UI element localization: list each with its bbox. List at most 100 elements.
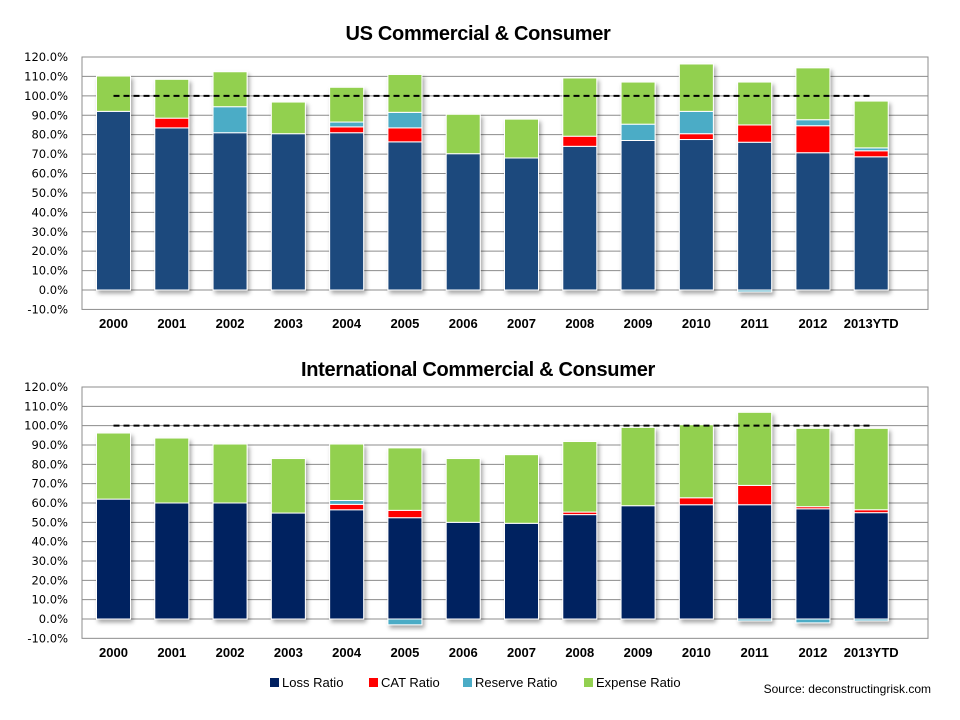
x-tick-label: 2000 xyxy=(99,645,128,660)
bar-reserve-2012 xyxy=(795,618,831,624)
bar-expense-2004 xyxy=(329,443,365,501)
bar-expense-2013YTD xyxy=(853,427,889,511)
bar-stack-2008 xyxy=(562,441,598,620)
y-tick-label: -10.0% xyxy=(27,302,68,316)
bar-stack-2006 xyxy=(445,458,481,620)
bar-stack-2007 xyxy=(504,118,539,291)
bar-stack-2011 xyxy=(737,81,773,293)
bar-stack-2002 xyxy=(212,71,248,291)
legend-swatch-expense xyxy=(584,678,593,687)
x-tick-label: 2004 xyxy=(332,316,362,331)
y-axis-international: -10.0% 0.0% 10.0% 20.0% 30.0% 40.0% 50.0% 60.0%… xyxy=(24,380,68,645)
bar-loss-2013YTD xyxy=(853,512,889,620)
x-tick-label: 2013YTD xyxy=(844,316,899,331)
x-tick-label: 2005 xyxy=(390,316,419,331)
bar-expense-2009 xyxy=(620,426,656,507)
bar-loss-2008 xyxy=(562,145,598,291)
bar-stack-2000 xyxy=(96,75,131,291)
bar-loss-2008 xyxy=(562,514,598,620)
x-tick-label: 2007 xyxy=(507,645,536,660)
bar-loss-2011 xyxy=(737,141,773,291)
bar-loss-2005 xyxy=(387,517,423,620)
bar-loss-2010 xyxy=(678,504,714,620)
bar-stack-2011 xyxy=(737,411,773,622)
y-tick-label: 120.0% xyxy=(24,380,68,394)
y-tick-label: -10.0% xyxy=(27,631,68,645)
bar-loss-2003 xyxy=(270,133,306,291)
x-axis-international: 2000 2001 2002 2003 2004 2005 2006 2007 2008 2009… xyxy=(99,645,899,660)
x-tick-label: 2011 xyxy=(741,645,769,660)
y-tick-label: 60.0% xyxy=(31,496,68,510)
y-tick-label: 100.0% xyxy=(24,89,68,103)
bar-expense-2009 xyxy=(620,81,656,125)
bar-cat-2005 xyxy=(387,127,423,143)
bar-expense-2013YTD xyxy=(853,100,889,149)
y-tick-label: 80.0% xyxy=(31,128,68,142)
bar-loss-2001 xyxy=(154,127,190,291)
x-tick-label: 2006 xyxy=(449,645,478,660)
x-tick-label: 2009 xyxy=(624,316,653,331)
bar-expense-2005 xyxy=(387,73,423,113)
y-tick-label: 120.0% xyxy=(24,50,68,64)
y-tick-label: 40.0% xyxy=(31,205,68,219)
bar-expense-2007 xyxy=(504,118,539,159)
bar-cat-2008 xyxy=(562,135,598,147)
y-tick-label: 80.0% xyxy=(31,457,68,471)
bar-stack-2012 xyxy=(795,427,831,624)
bar-expense-2006 xyxy=(445,113,481,155)
bar-cat-2010 xyxy=(678,133,714,141)
source-note: Source: deconstructingrisk.com xyxy=(764,682,931,696)
bar-cat-2011 xyxy=(737,484,773,506)
bar-cat-2001 xyxy=(154,117,190,129)
y-tick-label: 60.0% xyxy=(31,167,68,181)
x-tick-label: 2011 xyxy=(741,316,769,331)
chart-international: International Commercial & Consumer -10.… xyxy=(24,359,929,660)
bar-loss-2006 xyxy=(445,521,481,620)
x-tick-label: 2002 xyxy=(216,645,245,660)
bar-loss-2005 xyxy=(387,141,423,291)
bar-stack-2013YTD xyxy=(853,100,889,291)
bar-stack-2009 xyxy=(620,426,656,620)
bar-loss-2004 xyxy=(329,132,365,291)
bar-expense-2002 xyxy=(212,443,248,504)
bar-loss-2002 xyxy=(212,502,248,620)
legend-swatch-reserve xyxy=(463,678,472,687)
bar-expense-2008 xyxy=(562,77,598,137)
bar-reserve-2004 xyxy=(329,121,365,128)
y-tick-label: 0.0% xyxy=(39,283,68,297)
y-tick-label: 40.0% xyxy=(31,535,68,549)
bar-expense-2000 xyxy=(96,432,131,500)
legend-label-expense: Expense Ratio xyxy=(596,675,681,690)
bar-expense-2011 xyxy=(737,81,773,126)
bar-stack-2012 xyxy=(795,67,831,291)
bar-stack-2005 xyxy=(387,73,423,291)
x-tick-label: 2001 xyxy=(157,645,186,660)
x-tick-label: 2003 xyxy=(274,316,303,331)
y-axis-us: -10.0% 0.0% 10.0% 20.0% 30.0% 40.0% 50.0% 60.0%… xyxy=(24,50,68,316)
y-tick-label: 20.0% xyxy=(31,244,68,258)
x-tick-label: 2012 xyxy=(798,645,827,660)
bar-stack-2010 xyxy=(678,424,714,620)
y-tick-label: 110.0% xyxy=(24,399,68,413)
bars-international xyxy=(96,411,889,626)
x-tick-label: 2002 xyxy=(216,316,245,331)
bar-expense-2005 xyxy=(387,447,423,511)
x-tick-label: 2007 xyxy=(507,316,536,331)
bar-cat-2012 xyxy=(795,125,831,154)
bar-expense-2006 xyxy=(445,458,481,523)
x-tick-label: 2013YTD xyxy=(844,645,899,660)
bar-stack-2007 xyxy=(504,454,539,620)
y-tick-label: 30.0% xyxy=(31,554,68,568)
bar-cat-2011 xyxy=(737,124,773,143)
bar-reserve-2013YTD xyxy=(853,618,889,622)
bar-loss-2009 xyxy=(620,505,656,620)
x-tick-label: 2010 xyxy=(682,645,711,660)
x-tick-label: 2003 xyxy=(274,645,303,660)
bar-loss-2010 xyxy=(678,139,714,291)
bar-expense-2012 xyxy=(795,427,831,508)
bar-stack-2000 xyxy=(96,432,131,620)
bar-expense-2000 xyxy=(96,75,131,112)
bar-expense-2001 xyxy=(154,78,190,119)
bar-stack-2004 xyxy=(329,86,365,291)
y-tick-label: 110.0% xyxy=(24,69,68,83)
